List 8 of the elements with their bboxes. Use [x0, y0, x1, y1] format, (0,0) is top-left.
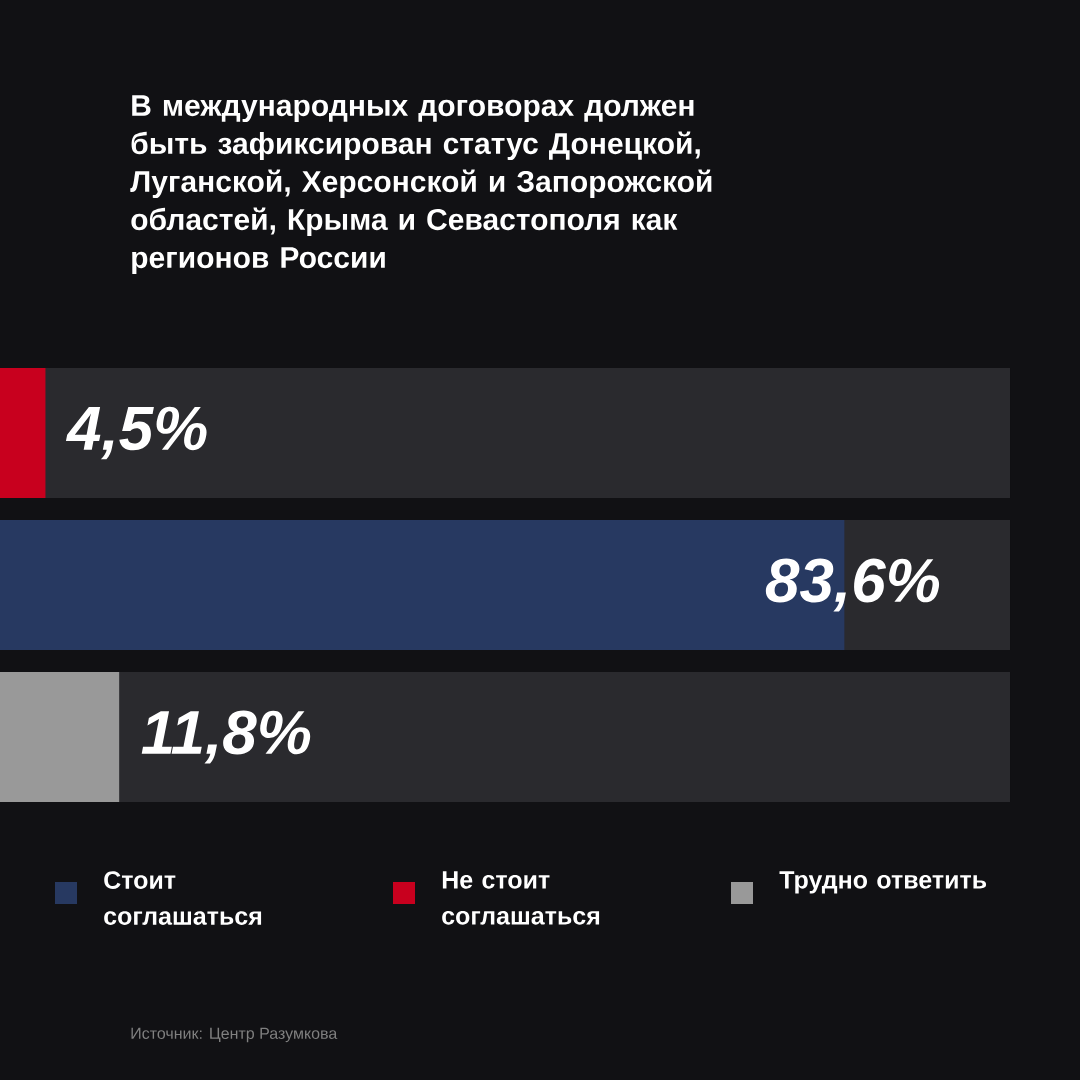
text: Источник: Центр Разумкова	[131, 1027, 338, 1043]
chart-title: В международных договорах должен быть зафиксирован статус Донецкой, Луганской, Херсонской и Запорожской областей, Крыма и Севастополя как регионов России	[130, 95, 712, 275]
legend-label: Не стоит соглашаться	[442, 871, 600, 925]
data-label: 4,5%	[65, 406, 207, 460]
legend-label: Стоит соглашаться	[104, 871, 262, 925]
data-label: 83,6%	[765, 558, 940, 612]
legend-label: Трудно ответить	[779, 871, 987, 894]
data-label: 11,8%	[141, 710, 311, 764]
